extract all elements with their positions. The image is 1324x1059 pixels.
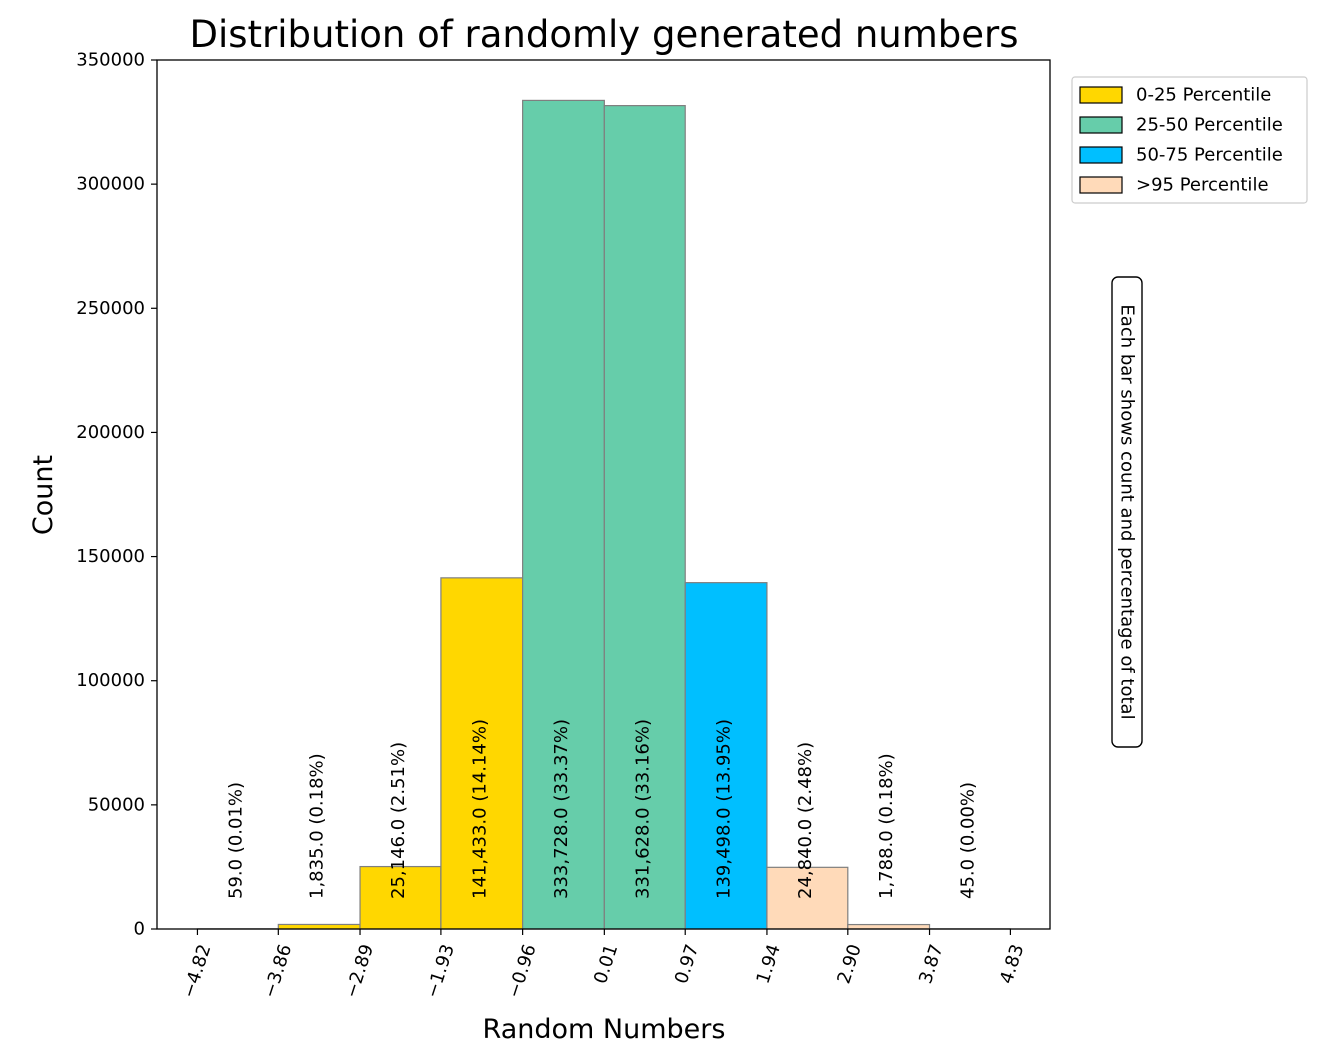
legend-label: >95 Percentile <box>1136 175 1269 196</box>
x-tick-label: 3.87 <box>915 942 947 987</box>
legend-items: 0-25 Percentile 25-50 Percentile 50-75 Per… <box>1079 85 1283 196</box>
legend-label: 50-75 Percentile <box>1136 145 1283 166</box>
bar-label: 1,788.0 (0.18%) <box>876 753 897 899</box>
histogram-bar <box>359 865 442 930</box>
bar-label: 331,628.0 (33.16%) <box>632 719 653 899</box>
bar-label: 59.0 (0.01%) <box>225 782 246 899</box>
histogram-bar <box>277 923 361 930</box>
legend: 0-25 Percentile 25-50 Percentile 50-75 Per… <box>1071 76 1308 204</box>
annotation-box: Each bar shows count and percentage of t… <box>1111 276 1143 748</box>
annotation-frame <box>1111 276 1143 748</box>
y-tick-label: 100000 <box>76 670 145 691</box>
legend-swatch <box>1079 146 1123 164</box>
bar-label: 1,835.0 (0.18%) <box>307 753 328 899</box>
bar-label: 139,498.0 (13.95%) <box>714 719 735 899</box>
x-tick-label: −4.82 <box>178 942 215 1001</box>
histogram-bar <box>847 923 931 930</box>
x-axis-label: Random Numbers <box>483 1014 726 1045</box>
x-tick-label: 4.83 <box>996 942 1028 987</box>
x-axis-ticks: −4.82 −3.86 −2.89 −1.93 −0.96 0.01 0.97 1.94 2.9… <box>178 929 1028 1001</box>
y-tick-label: 300000 <box>76 174 145 195</box>
legend-swatch <box>1079 116 1123 134</box>
y-tick-label: 200000 <box>76 422 145 443</box>
y-tick-label: 150000 <box>76 546 145 567</box>
annotation-text: Each bar shows count and percentage of t… <box>1117 304 1138 719</box>
x-tick-label: 1.94 <box>753 942 785 987</box>
legend-swatch <box>1079 86 1123 104</box>
y-tick-label: 0 <box>134 919 145 940</box>
bar-label: 141,433.0 (14.14%) <box>469 719 490 899</box>
x-tick-label: 0.97 <box>671 942 703 987</box>
x-tick-label: 2.90 <box>833 942 865 987</box>
legend-swatch <box>1079 176 1123 194</box>
legend-label: 25-50 Percentile <box>1136 115 1283 136</box>
histogram-bar <box>603 105 686 930</box>
bar-label: 45.0 (0.00%) <box>957 782 978 899</box>
y-axis-ticks: 0 50000 100000 150000 200000 250000 300000 3500… <box>76 50 157 940</box>
y-tick-label: 250000 <box>76 298 145 319</box>
x-tick-label: 0.01 <box>590 942 622 987</box>
bar-label: 333,728.0 (33.37%) <box>551 719 572 899</box>
histogram-bar <box>766 866 849 930</box>
y-tick-label: 350000 <box>76 50 145 71</box>
bar-label: 24,840.0 (2.48%) <box>795 742 816 899</box>
histogram-bar <box>522 99 605 930</box>
chart-title: Distribution of randomly generated numbe… <box>189 13 1018 56</box>
bar-labels-group: 59.0 (0.01%) 1,835.0 (0.18%) 25,146.0 (2.5… <box>225 719 978 899</box>
x-tick-label: −1.93 <box>422 942 459 1001</box>
x-tick-label: −2.89 <box>341 942 378 1001</box>
x-tick-label: −0.96 <box>504 942 541 1001</box>
x-tick-label: −3.86 <box>259 942 296 1001</box>
histogram-bar <box>684 582 768 930</box>
bar-label: 25,146.0 (2.51%) <box>388 742 409 899</box>
bars-group <box>196 99 1012 930</box>
legend-label: 0-25 Percentile <box>1136 85 1271 106</box>
y-axis-label: Count <box>28 455 59 535</box>
plot-area: 59.0 (0.01%) 1,835.0 (0.18%) 25,146.0 (2.5… <box>76 50 1051 1001</box>
legend-frame <box>1071 76 1308 204</box>
y-tick-label: 50000 <box>88 794 145 815</box>
axes-frame <box>156 59 1051 930</box>
